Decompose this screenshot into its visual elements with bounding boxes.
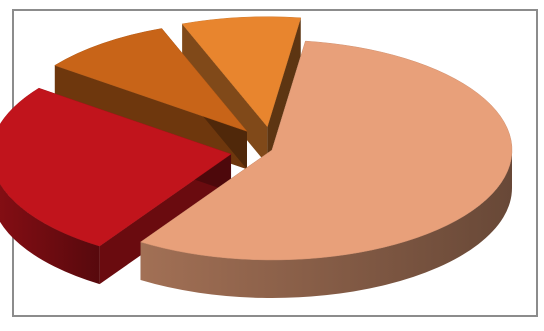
- pie-slice-4: [181, 16, 302, 165]
- pie-slice-2-side: [0, 183, 100, 285]
- pie-slice-4-wall-1: [182, 23, 268, 165]
- pie-slice-2-top: [0, 87, 232, 247]
- pie-slice-1-side: [140, 150, 512, 298]
- pie-slice-1: [140, 40, 513, 298]
- pie-slice-2-wall-1: [99, 154, 232, 285]
- pie-slice-3-top: [54, 28, 248, 132]
- pie-slice-4-top: [181, 16, 302, 128]
- pie-slice-4-wall-2: [267, 17, 301, 165]
- pie-slice-1-top: [140, 40, 513, 261]
- pie-slice-2: [0, 87, 232, 285]
